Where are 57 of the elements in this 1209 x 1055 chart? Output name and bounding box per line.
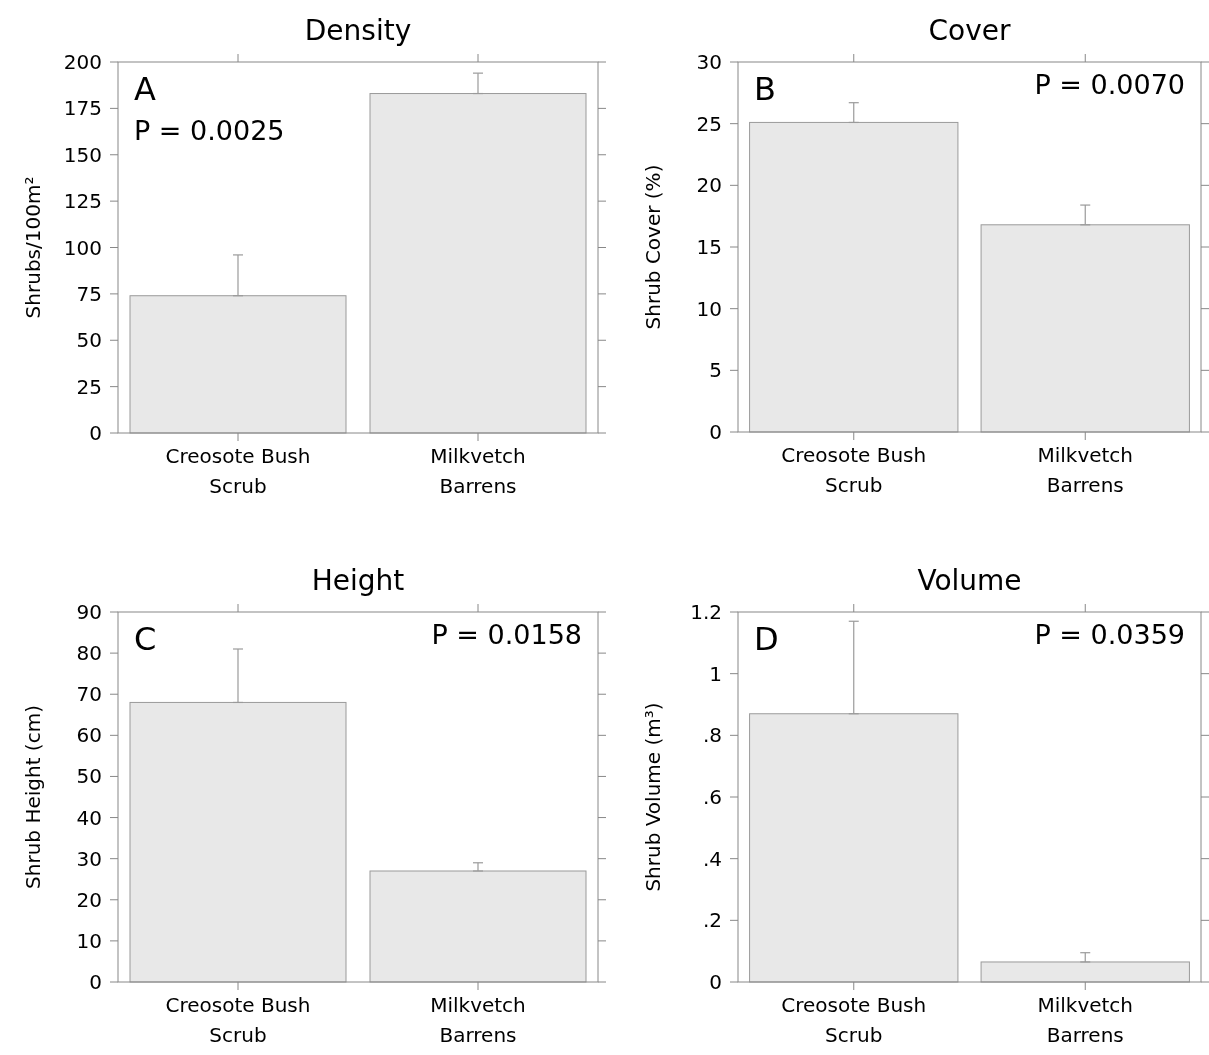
y-tick-label: 50 — [76, 328, 102, 353]
y-tick-label: 0 — [709, 970, 722, 994]
y-tick-label: 30 — [696, 50, 722, 74]
x-tick-label: Milkvetch Barrens — [430, 993, 526, 1047]
y-tick-label: 50 — [76, 764, 102, 789]
y-tick-label: 70 — [76, 682, 102, 707]
y-tick-label: 40 — [76, 805, 102, 830]
x-tick-label: Creosote Bush Scrub — [165, 444, 311, 498]
annotation: P = 0.0158 — [431, 619, 582, 650]
y-tick-label: 1 — [709, 661, 722, 686]
y-axis-title: Shrub Cover (%) — [641, 164, 665, 330]
y-tick-label: 20 — [76, 887, 102, 912]
chart-title: Volume — [917, 564, 1022, 597]
y-tick-label: 15 — [696, 235, 722, 259]
y-tick-label: 125 — [63, 189, 102, 214]
y-tick-label: 80 — [76, 641, 102, 666]
y-tick-label: 10 — [696, 296, 722, 321]
y-tick-label: 0 — [89, 970, 102, 994]
annotation: P = 0.0025 — [134, 115, 285, 146]
y-tick-label: 60 — [76, 723, 102, 748]
y-tick-label: 5 — [709, 358, 722, 383]
y-tick-label: 25 — [76, 374, 102, 399]
y-axis-title: Shrub Volume (m³) — [641, 702, 665, 892]
y-tick-label: 25 — [696, 111, 722, 136]
y-tick-label: 0 — [709, 420, 722, 444]
y-tick-label: 90 — [76, 600, 102, 624]
chart-title: Cover — [928, 14, 1011, 47]
y-tick-label: .2 — [702, 908, 722, 933]
y-tick-label: .6 — [702, 785, 722, 809]
annotation: C — [134, 620, 157, 658]
y-tick-label: 75 — [76, 281, 102, 306]
y-tick-label: 175 — [63, 96, 102, 121]
y-tick-label: .4 — [702, 846, 722, 871]
y-axis-title: Shrub Height (cm) — [21, 705, 45, 889]
y-axis-title: Shrubs/100m² — [21, 176, 45, 319]
y-tick-label: 30 — [76, 846, 102, 871]
x-tick-label: Milkvetch Barrens — [430, 444, 526, 498]
annotation: D — [754, 620, 779, 658]
y-tick-label: 200 — [63, 50, 102, 74]
x-tick-label: Creosote Bush Scrub — [781, 993, 927, 1047]
y-tick-label: .8 — [702, 723, 722, 748]
y-tick-label: 150 — [63, 142, 102, 167]
y-tick-label: 0 — [89, 421, 102, 445]
annotation: A — [134, 70, 156, 108]
x-tick-label: Milkvetch Barrens — [1037, 993, 1134, 1047]
y-tick-label: 20 — [696, 173, 722, 198]
x-tick-label: Milkvetch Barrens — [1037, 443, 1134, 497]
x-tick-label: Creosote Bush Scrub — [781, 443, 927, 497]
chart-title: Height — [311, 564, 405, 597]
y-tick-label: 100 — [63, 235, 102, 260]
y-tick-label: 10 — [76, 928, 102, 953]
chart-title: Density — [304, 14, 412, 47]
y-tick-label: 1.2 — [690, 600, 722, 624]
x-tick-label: Creosote Bush Scrub — [165, 993, 311, 1047]
annotation: B — [754, 70, 776, 108]
annotation: P = 0.0359 — [1034, 619, 1185, 650]
annotation: P = 0.0070 — [1034, 69, 1185, 100]
